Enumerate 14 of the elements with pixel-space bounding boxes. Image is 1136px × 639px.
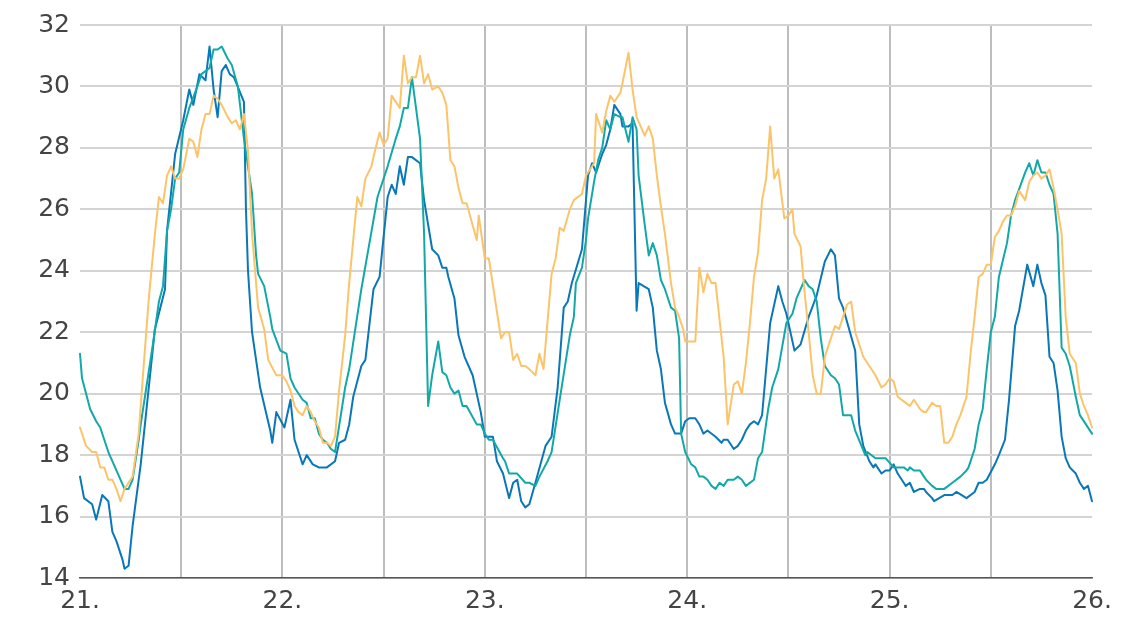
x-tick-label: 22. bbox=[262, 584, 303, 614]
y-tick-label: 28 bbox=[38, 131, 70, 161]
y-tick-label: 24 bbox=[38, 254, 70, 284]
y-tick-label: 18 bbox=[38, 438, 70, 468]
y-tick-label: 32 bbox=[38, 8, 70, 38]
y-tick-label: 26 bbox=[38, 192, 70, 222]
y-tick-label: 20 bbox=[38, 377, 70, 407]
x-tick-label: 26. bbox=[1072, 584, 1112, 614]
x-tick-label: 24. bbox=[667, 584, 708, 614]
x-tick-label: 23. bbox=[464, 584, 505, 614]
y-tick-label: 30 bbox=[38, 69, 70, 99]
y-tick-label: 22 bbox=[38, 315, 70, 345]
x-tick-label: 25. bbox=[869, 584, 910, 614]
y-tick-label: 16 bbox=[38, 500, 70, 530]
